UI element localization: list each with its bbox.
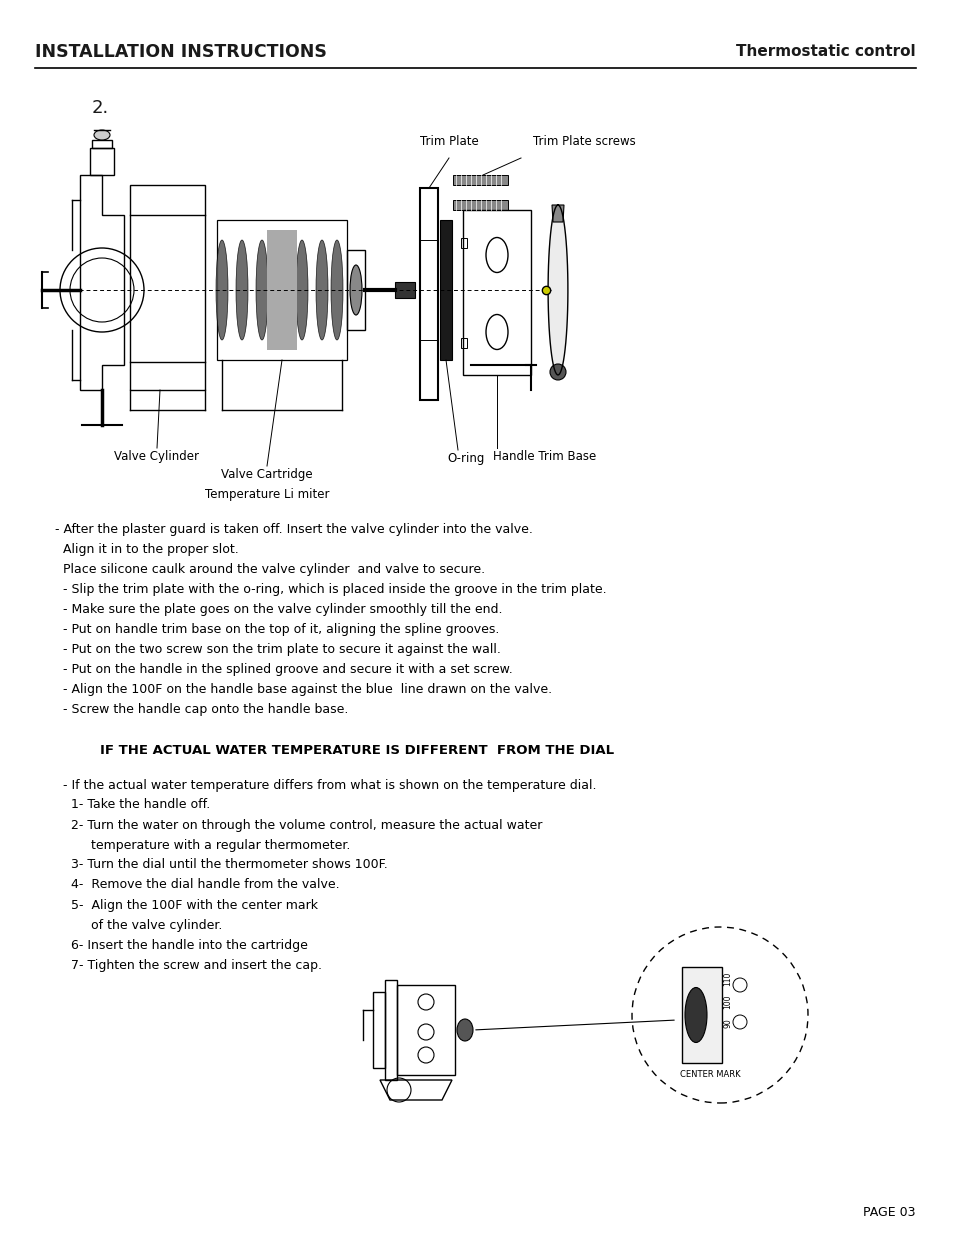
Ellipse shape (235, 240, 248, 340)
Text: Align it in to the proper slot.: Align it in to the proper slot. (55, 543, 238, 557)
Polygon shape (548, 205, 567, 375)
Text: IF THE ACTUAL WATER TEMPERATURE IS DIFFERENT  FROM THE DIAL: IF THE ACTUAL WATER TEMPERATURE IS DIFFE… (100, 743, 614, 757)
Text: 7- Tighten the screw and insert the cap.: 7- Tighten the screw and insert the cap. (55, 958, 322, 972)
Text: - Align the 100F on the handle base against the blue  line drawn on the valve.: - Align the 100F on the handle base agai… (55, 683, 552, 697)
Text: 3- Turn the dial until the thermometer shows 100F.: 3- Turn the dial until the thermometer s… (55, 858, 387, 872)
Ellipse shape (456, 1019, 473, 1041)
Text: 110: 110 (722, 972, 732, 987)
Text: - Slip the trim plate with the o-ring, which is placed inside the groove in the : - Slip the trim plate with the o-ring, w… (55, 583, 606, 597)
Text: INSTALLATION INSTRUCTIONS: INSTALLATION INSTRUCTIONS (35, 43, 327, 61)
Text: - Put on the handle in the splined groove and secure it with a set screw.: - Put on the handle in the splined groov… (55, 663, 512, 677)
Text: 90: 90 (722, 1018, 732, 1028)
Text: Thermostatic control: Thermostatic control (736, 44, 915, 59)
Polygon shape (267, 230, 296, 350)
Ellipse shape (331, 240, 343, 340)
Text: 4-  Remove the dial handle from the valve.: 4- Remove the dial handle from the valve… (55, 878, 339, 892)
Polygon shape (439, 220, 452, 359)
Polygon shape (681, 967, 721, 1063)
Text: Trim Plate screws: Trim Plate screws (533, 135, 635, 148)
Ellipse shape (255, 240, 268, 340)
Text: 6- Insert the handle into the cartridge: 6- Insert the handle into the cartridge (55, 939, 308, 951)
Text: - If the actual water temperature differs from what is shown on the temperature : - If the actual water temperature differ… (55, 778, 596, 792)
Text: Temperature Li miter: Temperature Li miter (205, 488, 329, 501)
Text: temperature with a regular thermometer.: temperature with a regular thermometer. (55, 839, 350, 851)
Ellipse shape (215, 240, 228, 340)
Text: - Screw the handle cap onto the handle base.: - Screw the handle cap onto the handle b… (55, 704, 348, 716)
Text: O-ring: O-ring (447, 452, 484, 466)
Ellipse shape (350, 266, 361, 315)
Text: 2.: 2. (91, 99, 110, 117)
Ellipse shape (275, 240, 288, 340)
Ellipse shape (295, 240, 308, 340)
Polygon shape (453, 175, 507, 185)
Circle shape (550, 364, 565, 380)
Text: 5-  Align the 100F with the center mark: 5- Align the 100F with the center mark (55, 899, 317, 911)
Text: of the valve cylinder.: of the valve cylinder. (55, 919, 222, 931)
Ellipse shape (684, 988, 706, 1042)
Text: CENTER MARK: CENTER MARK (679, 1070, 740, 1079)
Text: - Make sure the plate goes on the valve cylinder smoothly till the end.: - Make sure the plate goes on the valve … (55, 604, 502, 616)
Text: - After the plaster guard is taken off. Insert the valve cylinder into the valve: - After the plaster guard is taken off. … (55, 524, 533, 536)
Polygon shape (395, 282, 415, 298)
Text: PAGE 03: PAGE 03 (862, 1207, 915, 1219)
Text: Trim Plate: Trim Plate (419, 135, 477, 148)
Text: Handle Trim Base: Handle Trim Base (493, 450, 596, 463)
Polygon shape (453, 200, 507, 210)
Text: Valve Cylinder: Valve Cylinder (114, 450, 199, 463)
Text: - Put on the two screw son the trim plate to secure it against the wall.: - Put on the two screw son the trim plat… (55, 643, 500, 657)
Text: - Put on handle trim base on the top of it, aligning the spline grooves.: - Put on handle trim base on the top of … (55, 624, 498, 636)
Text: 100: 100 (722, 994, 732, 1009)
Text: Place silicone caulk around the valve cylinder  and valve to secure.: Place silicone caulk around the valve cy… (55, 563, 485, 577)
Text: 1- Take the handle off.: 1- Take the handle off. (55, 799, 210, 811)
Text: 2- Turn the water on through the volume control, measure the actual water: 2- Turn the water on through the volume … (55, 819, 542, 831)
Text: Valve Cartridge: Valve Cartridge (221, 468, 313, 480)
Polygon shape (552, 205, 563, 222)
Ellipse shape (315, 240, 328, 340)
Ellipse shape (94, 130, 110, 140)
